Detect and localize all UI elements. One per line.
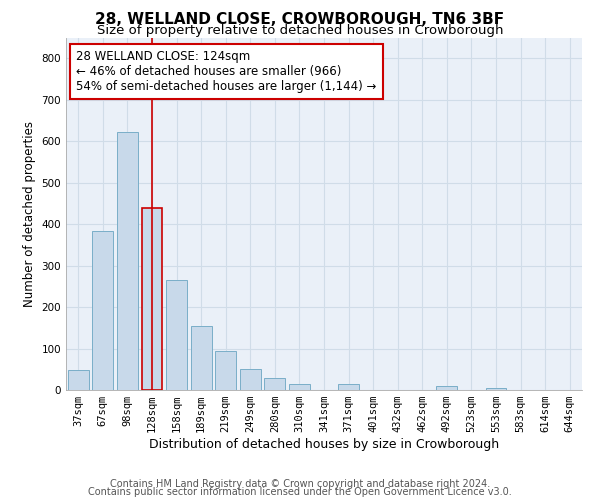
Bar [265, 378, 286, 390]
Bar [289, 384, 310, 390]
Bar [338, 384, 359, 390]
Bar [191, 326, 212, 390]
Text: 28, WELLAND CLOSE, CROWBOROUGH, TN6 3BF: 28, WELLAND CLOSE, CROWBOROUGH, TN6 3BF [95, 12, 505, 28]
Bar [68, 370, 89, 390]
Bar [436, 386, 457, 390]
Bar [166, 280, 187, 390]
Bar [240, 370, 261, 390]
Text: Size of property relative to detached houses in Crowborough: Size of property relative to detached ho… [97, 24, 503, 37]
Y-axis label: Number of detached properties: Number of detached properties [23, 120, 36, 306]
X-axis label: Distribution of detached houses by size in Crowborough: Distribution of detached houses by size … [149, 438, 499, 451]
Bar [485, 388, 506, 390]
Bar [215, 350, 236, 390]
Text: Contains public sector information licensed under the Open Government Licence v3: Contains public sector information licen… [88, 487, 512, 497]
Text: 28 WELLAND CLOSE: 124sqm
← 46% of detached houses are smaller (966)
54% of semi-: 28 WELLAND CLOSE: 124sqm ← 46% of detach… [76, 50, 377, 93]
Bar [92, 231, 113, 390]
Bar [117, 132, 138, 390]
Bar [142, 208, 163, 390]
Text: Contains HM Land Registry data © Crown copyright and database right 2024.: Contains HM Land Registry data © Crown c… [110, 479, 490, 489]
